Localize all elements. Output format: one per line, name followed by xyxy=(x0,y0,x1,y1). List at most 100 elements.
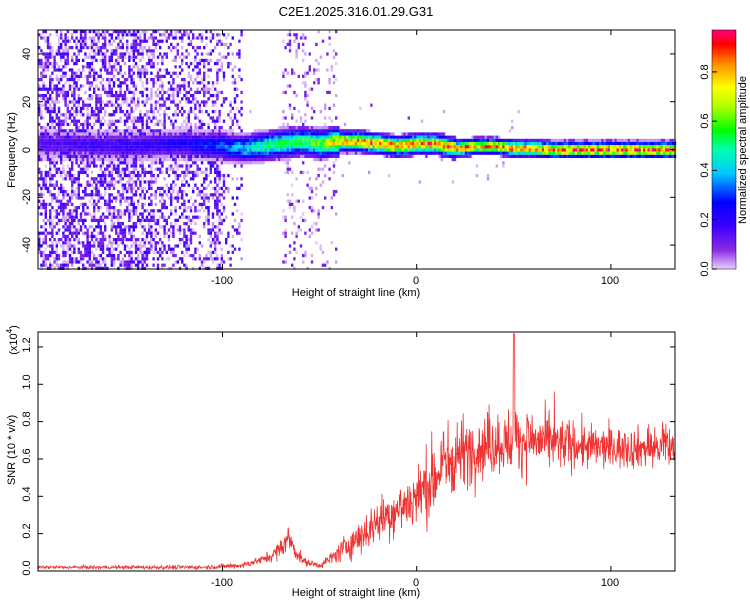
heatmap-cell xyxy=(297,138,300,142)
heatmap-cell xyxy=(348,151,351,155)
heatmap-cell xyxy=(251,148,254,152)
heatmap-cell xyxy=(134,87,138,91)
heatmap-cell xyxy=(227,231,230,235)
heatmap-cell xyxy=(64,266,67,270)
heatmap-cell xyxy=(150,177,153,181)
heatmap-cell xyxy=(97,135,100,139)
heatmap-cell xyxy=(115,148,118,152)
heatmap-cell xyxy=(141,190,144,194)
heatmap-cell xyxy=(88,65,91,69)
heatmap-cell xyxy=(302,126,305,130)
heatmap-cell xyxy=(106,266,109,270)
heatmap-cell xyxy=(145,52,149,56)
heatmap-cell xyxy=(192,68,195,72)
heatmap-cell xyxy=(222,183,226,187)
heatmap-cell xyxy=(156,135,160,139)
heatmap-cell xyxy=(196,132,199,136)
heatmap-cell xyxy=(249,132,252,136)
heatmap-cell xyxy=(372,142,375,146)
heatmap-cell xyxy=(84,74,87,78)
heatmap-cell xyxy=(431,138,435,142)
heatmap-cell xyxy=(143,254,146,258)
heatmap-cell xyxy=(401,132,404,136)
heatmap-cell xyxy=(282,74,285,78)
heatmap-cell xyxy=(207,257,210,261)
heatmap-cell xyxy=(57,122,61,126)
heatmap-cell xyxy=(126,161,129,165)
heatmap-cell xyxy=(53,154,56,158)
heatmap-cell xyxy=(429,135,432,139)
heatmap-cell xyxy=(205,266,208,270)
heatmap-cell xyxy=(255,161,259,165)
heatmap-cell xyxy=(185,234,188,238)
heatmap-cell xyxy=(181,122,184,126)
heatmap-cell xyxy=(44,177,47,181)
heatmap-cell xyxy=(271,158,274,162)
heatmap-cell xyxy=(110,260,113,264)
heatmap-cell xyxy=(82,126,85,130)
heatmap-cell xyxy=(106,164,109,168)
heatmap-cell xyxy=(126,138,129,142)
heatmap-cell xyxy=(126,110,129,114)
heatmap-cell xyxy=(156,122,160,126)
heatmap-cell xyxy=(115,97,118,101)
heatmap-cell xyxy=(51,250,54,254)
heatmap-cell xyxy=(51,106,54,110)
heatmap-cell xyxy=(104,228,107,232)
heatmap-cell xyxy=(478,142,481,146)
heatmap-cell xyxy=(240,212,243,216)
heatmap-cell xyxy=(288,199,292,203)
heatmap-cell xyxy=(253,151,256,155)
heatmap-cell xyxy=(240,218,243,222)
heatmap-cell xyxy=(126,148,129,152)
heatmap-cell xyxy=(286,161,289,165)
heatmap-cell xyxy=(123,254,127,258)
heatmap-cell xyxy=(159,145,162,149)
heatmap-cell xyxy=(194,174,197,178)
heatmap-cell xyxy=(110,42,113,46)
heatmap-cell xyxy=(123,138,127,142)
heatmap-cell xyxy=(57,199,61,203)
heatmap-cell xyxy=(123,135,127,139)
heatmap-cell xyxy=(438,145,441,149)
heatmap-cell xyxy=(71,158,74,162)
heatmap-cell xyxy=(44,135,47,139)
heatmap-cell xyxy=(68,225,72,229)
heatmap-cell xyxy=(176,151,179,155)
heatmap-cell xyxy=(469,151,472,155)
heatmap-cell xyxy=(431,145,435,149)
heatmap-cell xyxy=(132,30,135,34)
heatmap-cell xyxy=(71,151,74,155)
heatmap-cell xyxy=(319,142,322,146)
heatmap-cell xyxy=(154,154,157,158)
heatmap-cell xyxy=(181,84,184,88)
heatmap-cell xyxy=(130,183,133,187)
heatmap-cell xyxy=(293,142,296,146)
heatmap-cell xyxy=(77,158,80,162)
heatmap-cell xyxy=(49,183,52,187)
heatmap-cell xyxy=(181,180,184,184)
heatmap-cell xyxy=(42,36,45,40)
heatmap-cell xyxy=(110,129,113,133)
heatmap-cell xyxy=(154,106,157,110)
heatmap-cell xyxy=(117,78,120,82)
heatmap-cell xyxy=(295,132,298,136)
heatmap-cell xyxy=(198,110,201,114)
heatmap-cell xyxy=(108,154,111,158)
heatmap-cell xyxy=(60,199,63,203)
heatmap-cell xyxy=(317,142,320,146)
heatmap-cell xyxy=(185,206,188,210)
heatmap-cell xyxy=(189,238,193,242)
heatmap-cell xyxy=(139,129,142,133)
heatmap-cell xyxy=(200,145,204,149)
heatmap-cell xyxy=(187,199,190,203)
heatmap-cell xyxy=(469,145,472,149)
heatmap-cell xyxy=(181,151,184,155)
heatmap-cell xyxy=(319,138,322,142)
heatmap-cell xyxy=(335,212,338,216)
heatmap-cell xyxy=(53,68,56,72)
heatmap-cell xyxy=(64,263,67,267)
heatmap-cell xyxy=(66,247,69,251)
heatmap-cell xyxy=(137,65,140,69)
heatmap-cell xyxy=(95,106,98,110)
